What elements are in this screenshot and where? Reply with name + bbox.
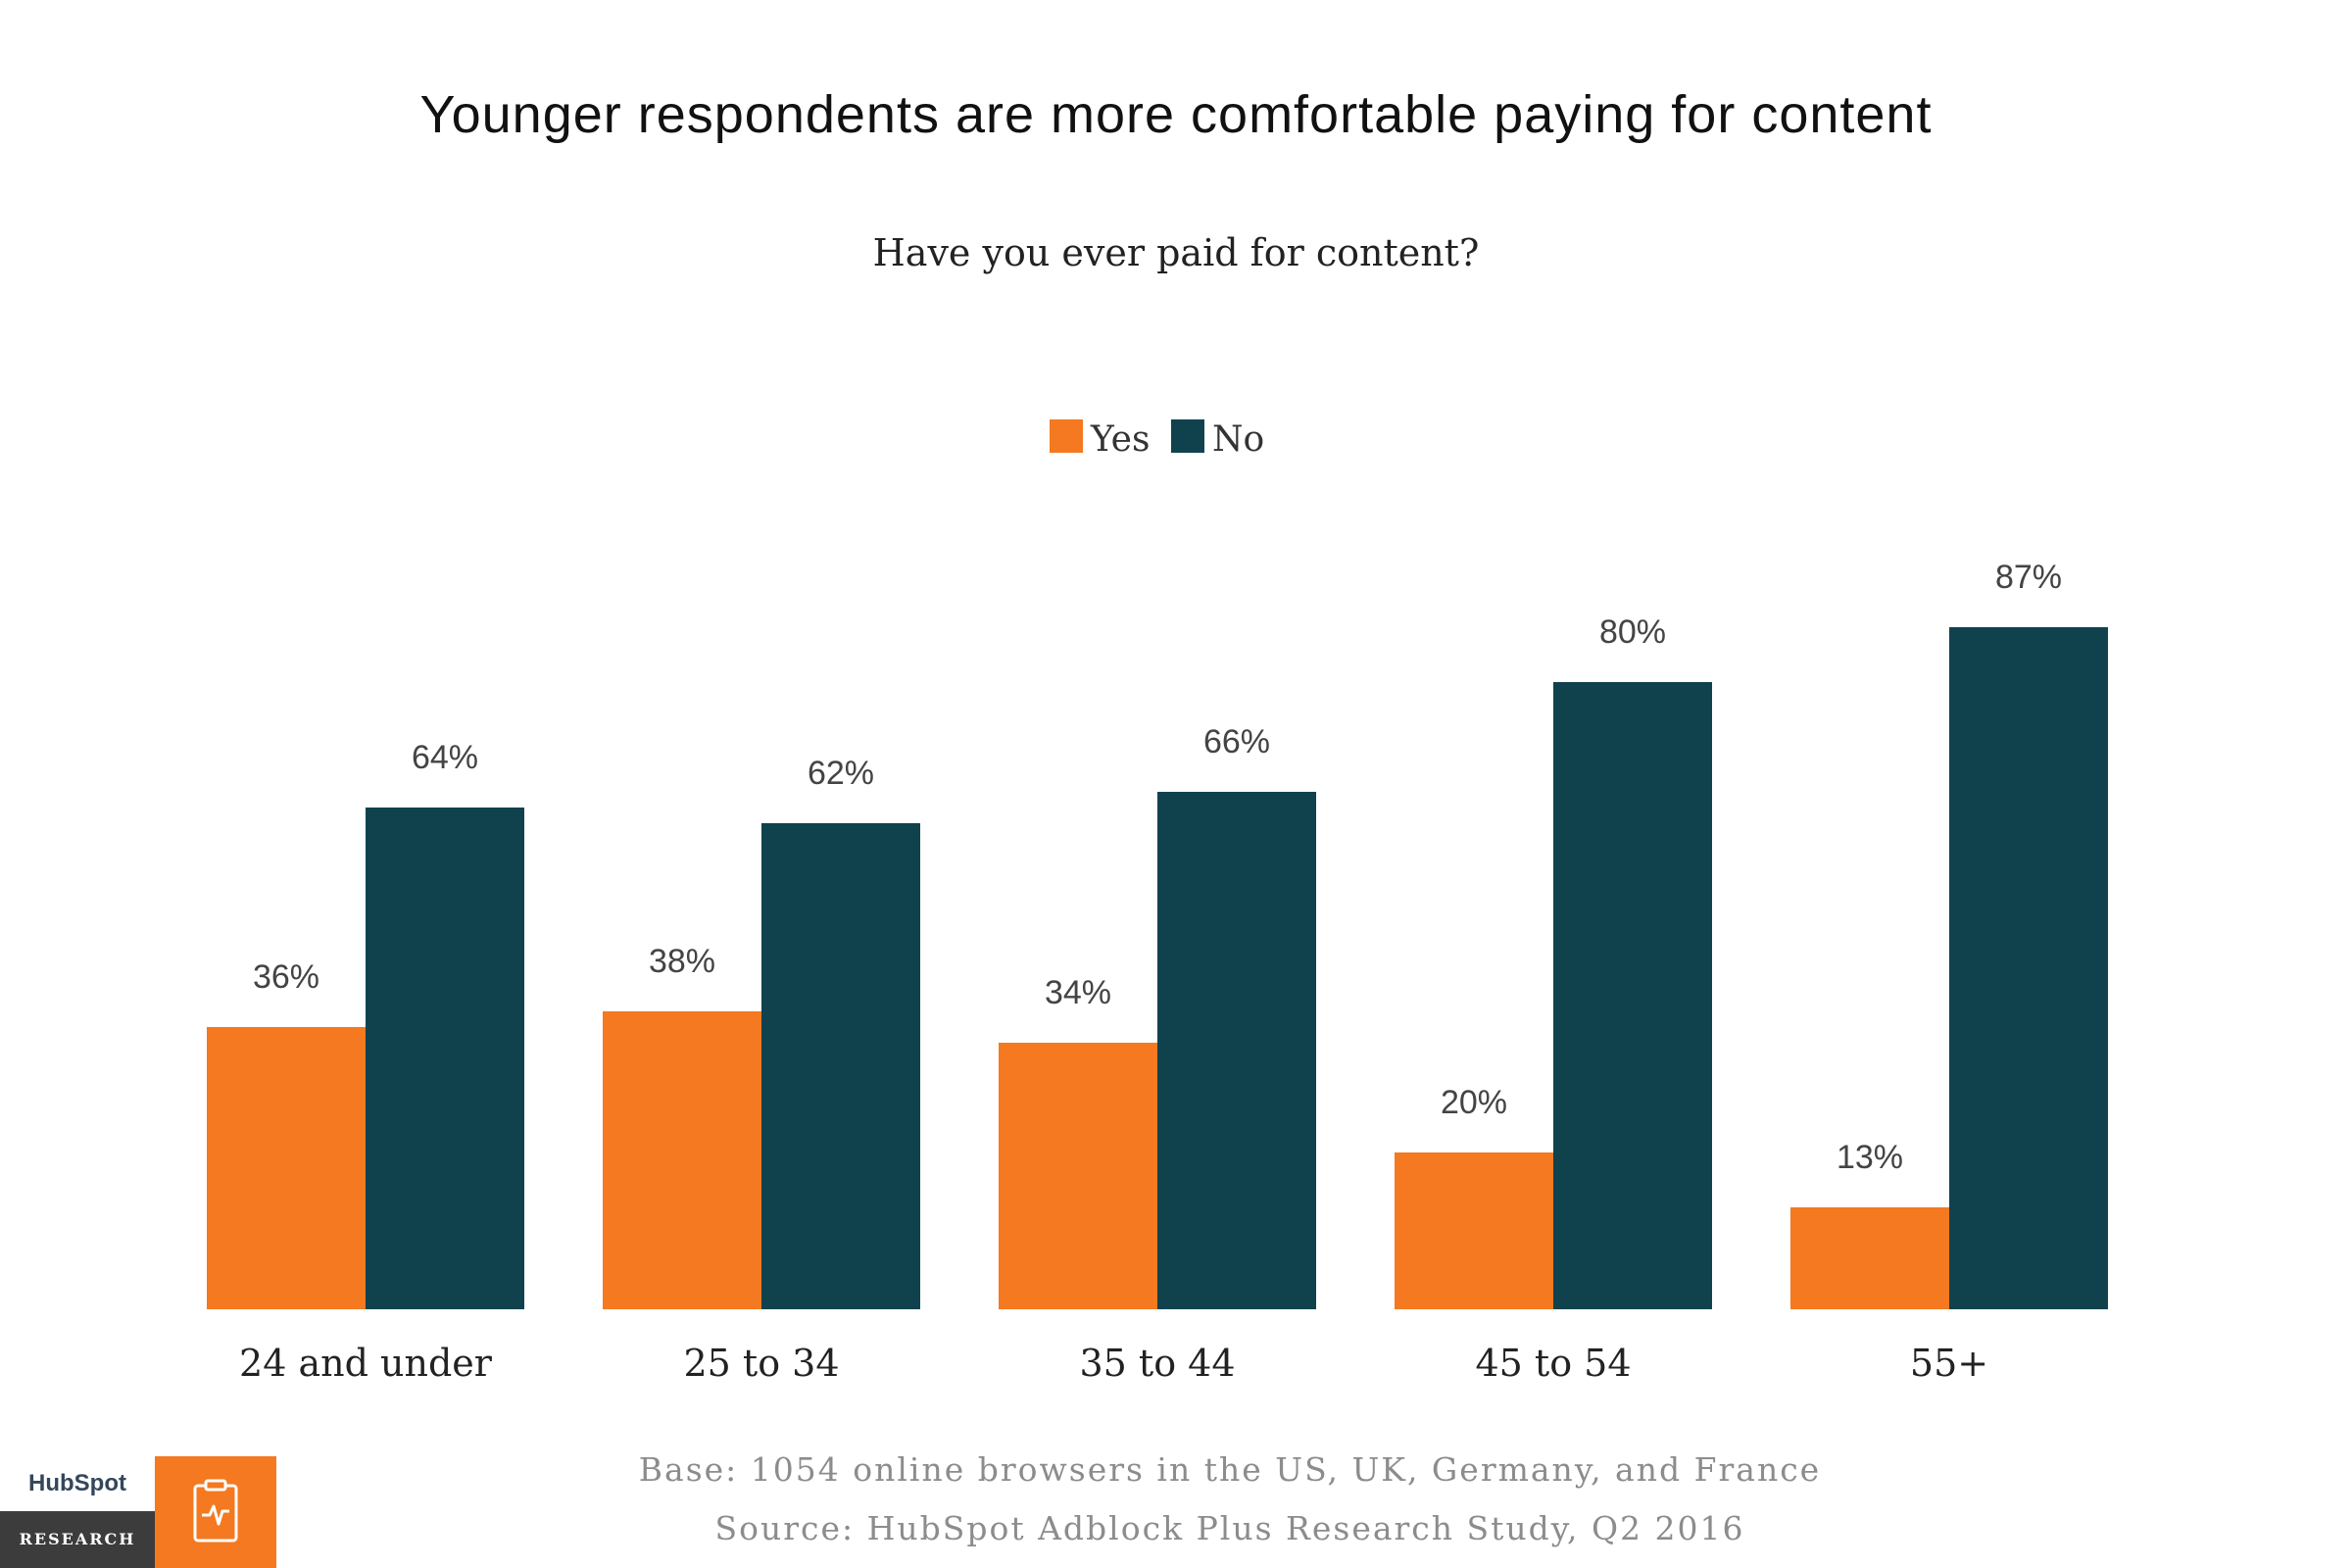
value-label-no: 66%	[1203, 723, 1270, 760]
bar-groups	[207, 627, 2108, 1309]
value-label-yes: 34%	[1045, 974, 1111, 1011]
chart-title: Younger respondents are more comfortable…	[419, 85, 1933, 144]
category-label: 25 to 34	[683, 1342, 839, 1385]
legend-swatch-no	[1171, 419, 1204, 453]
value-label-yes: 38%	[649, 943, 715, 980]
base-note: Base: 1054 online browsers in the US, UK…	[638, 1450, 1822, 1489]
value-label-no: 62%	[808, 755, 874, 792]
bar-yes	[603, 1011, 761, 1309]
value-label-no: 87%	[1995, 559, 2062, 596]
bar-no	[366, 808, 524, 1309]
legend-label-yes: Yes	[1090, 419, 1150, 460]
category-label: 55+	[1910, 1342, 1988, 1385]
value-label-no: 80%	[1599, 613, 1666, 651]
clipboard-pulse-icon	[155, 1456, 276, 1568]
category-labels: 24 and under 25 to 34 35 to 44 45 to 54 55+	[239, 1342, 1988, 1385]
chart-subtitle: Have you ever paid for content?	[872, 231, 1480, 274]
bar-no	[1949, 627, 2108, 1309]
bar-yes	[1395, 1152, 1553, 1309]
research-label: RESEARCH	[0, 1511, 155, 1568]
category-label: 24 and under	[239, 1342, 493, 1385]
value-label-yes: 20%	[1441, 1084, 1507, 1121]
legend-swatch-yes	[1050, 419, 1083, 453]
hubspot-research-logo: HubSpot RESEARCH	[0, 1456, 276, 1568]
bar-no	[1553, 682, 1712, 1309]
value-label-yes: 36%	[253, 958, 319, 996]
hubspot-wordmark: HubSpot	[0, 1456, 155, 1511]
value-labels: 36% 64% 38% 62% 34% 66% 20% 80% 13% 87%	[253, 559, 2062, 1176]
bar-yes	[1790, 1207, 1949, 1309]
legend: Yes No	[1050, 419, 1264, 460]
bar-yes	[999, 1043, 1157, 1309]
category-label: 35 to 44	[1079, 1342, 1235, 1385]
bar-no	[1157, 792, 1316, 1309]
legend-label-no: No	[1212, 419, 1264, 460]
category-label: 45 to 54	[1475, 1342, 1631, 1385]
value-label-no: 64%	[412, 739, 478, 776]
value-label-yes: 13%	[1837, 1139, 1903, 1176]
bar-yes	[207, 1027, 366, 1309]
source-note: Source: HubSpot Adblock Plus Research St…	[714, 1509, 1745, 1547]
bar-no	[761, 823, 920, 1309]
